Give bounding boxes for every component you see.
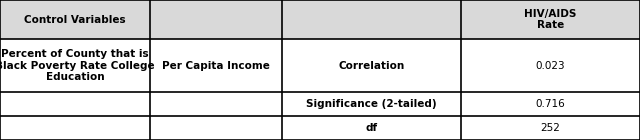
Bar	[0, 39, 150, 92]
Bar	[150, 116, 282, 140]
Bar	[282, 116, 461, 140]
Text: Per Capita Income: Per Capita Income	[162, 61, 270, 71]
Text: HIV/AIDS
Rate: HIV/AIDS Rate	[524, 9, 577, 30]
Text: df: df	[365, 123, 377, 133]
Text: 0.023: 0.023	[536, 61, 565, 71]
Text: Percent of County that is
Black Poverty Rate College
Education: Percent of County that is Black Poverty …	[0, 49, 155, 82]
Bar	[150, 39, 282, 92]
Text: 0.716: 0.716	[536, 99, 565, 109]
Bar	[282, 0, 461, 39]
Bar	[461, 92, 640, 116]
Bar	[461, 39, 640, 92]
Bar	[0, 116, 150, 140]
Text: 252: 252	[540, 123, 561, 133]
Bar	[0, 0, 150, 39]
Text: Significance (2-tailed): Significance (2-tailed)	[306, 99, 436, 109]
Bar	[461, 116, 640, 140]
Bar	[461, 0, 640, 39]
Bar	[150, 0, 282, 39]
Bar	[282, 39, 461, 92]
Bar	[0, 92, 150, 116]
Bar	[282, 92, 461, 116]
Text: Control Variables: Control Variables	[24, 15, 126, 25]
Bar	[150, 92, 282, 116]
Text: Correlation: Correlation	[338, 61, 404, 71]
